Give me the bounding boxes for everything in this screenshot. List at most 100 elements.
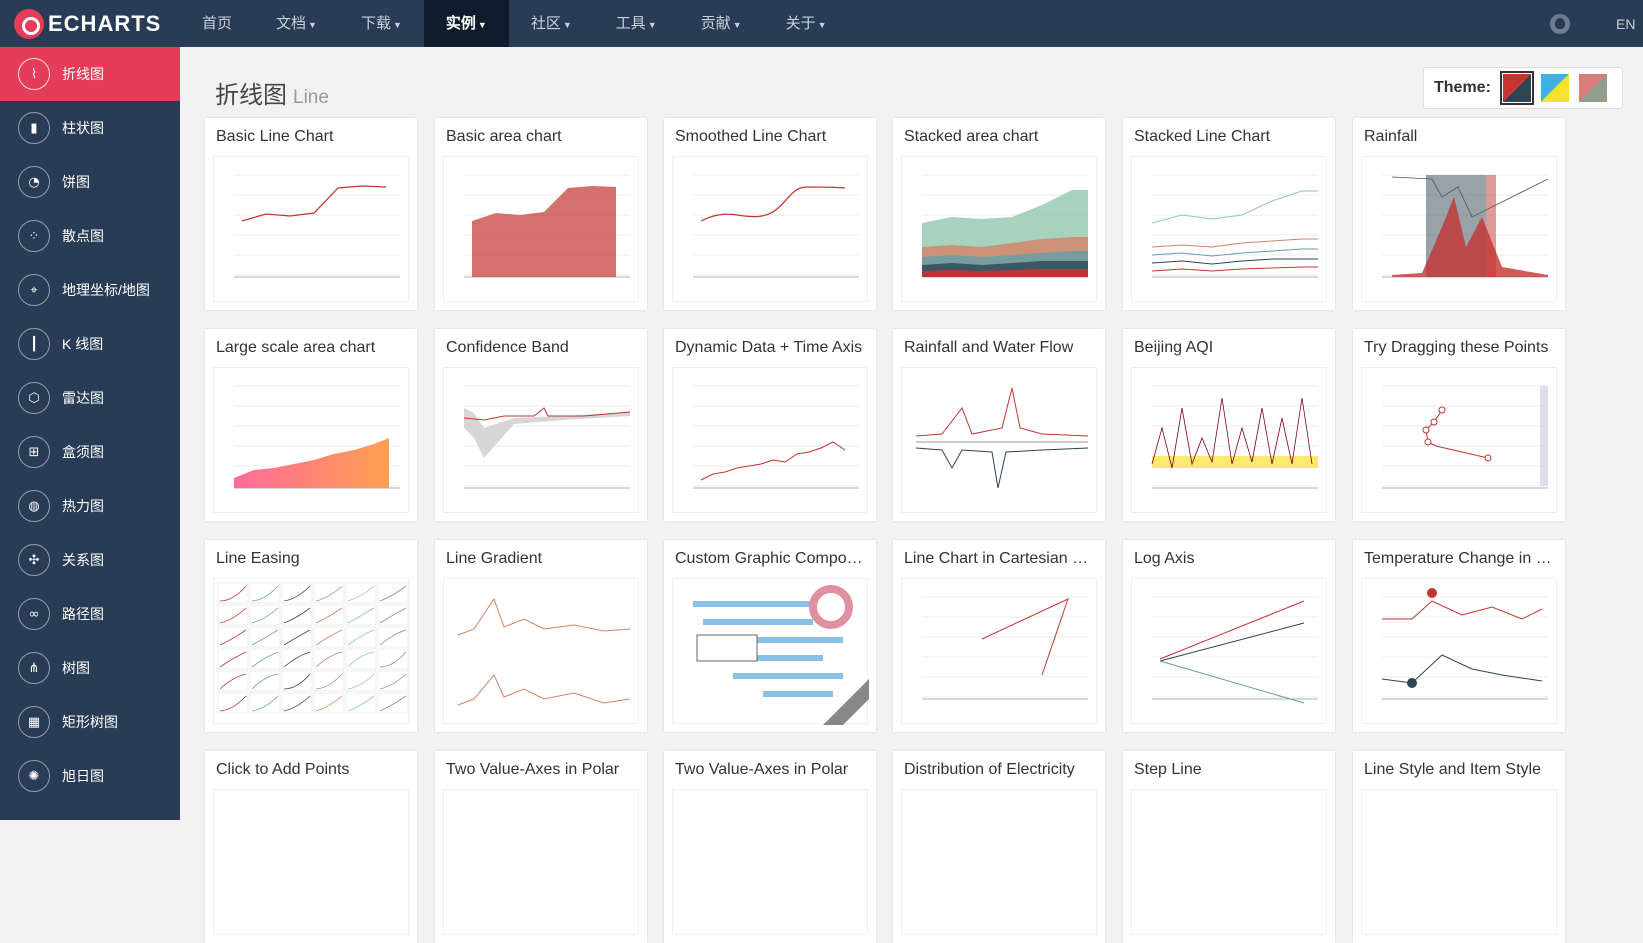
example-card-title[interactable]: Smoothed Line Chart	[675, 128, 827, 145]
example-thumbnail[interactable]	[1361, 789, 1557, 935]
example-card-title[interactable]: Line Gradient	[446, 550, 543, 567]
example-card[interactable]: Stacked area chart	[893, 118, 1105, 310]
example-card-title[interactable]: Try Dragging these Points	[1364, 339, 1549, 356]
sidebar-item-8[interactable]: ◍ 热力图	[0, 479, 180, 533]
nav-item-5[interactable]: 工具 ▼	[594, 0, 679, 47]
example-card[interactable]: Line Gradient	[435, 540, 647, 732]
sidebar-item-5[interactable]: ┃ K 线图	[0, 317, 180, 371]
nav-item-2[interactable]: 下载 ▼	[339, 0, 424, 47]
example-card[interactable]: Line Style and Item Style	[1353, 751, 1565, 943]
example-card-title[interactable]: Line Chart in Cartesian …	[904, 550, 1089, 567]
example-thumbnail[interactable]	[213, 156, 409, 302]
example-card-title[interactable]: Large scale area chart	[216, 339, 376, 356]
example-card-title[interactable]: Stacked Line Chart	[1134, 128, 1271, 145]
sidebar-item-13[interactable]: ✺ 旭日图	[0, 749, 180, 803]
example-card[interactable]: Two Value-Axes in Polar	[435, 751, 647, 943]
example-thumbnail[interactable]	[672, 156, 868, 302]
example-card[interactable]: Line Chart in Cartesian …	[893, 540, 1105, 732]
nav-item-4[interactable]: 社区 ▼	[509, 0, 594, 47]
theme-swatch-vintage[interactable]	[1578, 74, 1607, 102]
example-thumbnail[interactable]	[672, 367, 868, 513]
example-thumbnail[interactable]	[1361, 578, 1557, 724]
example-thumbnail[interactable]	[213, 367, 409, 513]
sidebar-item-3[interactable]: ⁘ 散点图	[0, 209, 180, 263]
example-card[interactable]: Large scale area chart	[205, 329, 417, 521]
language-switch[interactable]: EN	[1616, 15, 1636, 32]
nav-item-1[interactable]: 文档 ▼	[254, 0, 339, 47]
example-thumbnail[interactable]	[443, 578, 639, 724]
example-card[interactable]: Dynamic Data + Time Axis	[664, 329, 876, 521]
github-icon[interactable]	[1550, 13, 1570, 34]
nav-item-3[interactable]: 实例 ▼	[423, 0, 509, 47]
example-card-title[interactable]: Two Value-Axes in Polar	[446, 761, 620, 778]
example-card-title[interactable]: Stacked area chart	[904, 128, 1039, 145]
example-card-title[interactable]: Step Line	[1134, 761, 1202, 778]
example-thumbnail[interactable]	[901, 578, 1097, 724]
example-thumbnail[interactable]	[672, 578, 869, 725]
example-card[interactable]: Smoothed Line Chart	[664, 118, 876, 310]
nav-item-0[interactable]: 首页	[180, 0, 254, 47]
example-card[interactable]: Distribution of Electricity	[893, 751, 1105, 943]
example-card-title[interactable]: Log Axis	[1134, 550, 1195, 567]
example-card-title[interactable]: Line Style and Item Style	[1364, 761, 1541, 778]
example-card[interactable]: Basic area chart	[435, 118, 647, 310]
example-card[interactable]: Rainfall and Water Flow	[893, 329, 1105, 521]
example-thumbnail[interactable]	[672, 789, 868, 935]
example-thumbnail[interactable]	[1361, 156, 1557, 302]
sidebar-item-12[interactable]: ▦ 矩形树图	[0, 695, 180, 749]
example-card[interactable]: Click to Add Points	[205, 751, 417, 943]
example-thumbnail[interactable]	[901, 789, 1097, 935]
example-card[interactable]: Confidence Band	[435, 329, 647, 521]
example-card-title[interactable]: Distribution of Electricity	[904, 761, 1075, 778]
example-card[interactable]: Log Axis	[1123, 540, 1335, 732]
example-card[interactable]: Line Easing	[205, 540, 417, 732]
sidebar-item-1[interactable]: ▮ 柱状图	[0, 101, 180, 155]
sidebar-item-9[interactable]: ✣ 关系图	[0, 533, 180, 587]
example-thumbnail[interactable]	[213, 578, 409, 724]
theme-swatch-light[interactable]	[1540, 74, 1569, 102]
example-thumbnail[interactable]	[443, 789, 639, 935]
example-thumbnail[interactable]	[901, 367, 1097, 513]
example-card[interactable]: Basic Line Chart	[205, 118, 417, 310]
example-card[interactable]: Custom Graphic Compo…	[664, 540, 876, 732]
example-card-title[interactable]: Rainfall and Water Flow	[904, 339, 1074, 356]
sidebar-item-10[interactable]: ∞ 路径图	[0, 587, 180, 641]
echarts-logo[interactable]: ECHARTS	[0, 0, 180, 47]
example-card[interactable]: Step Line	[1123, 751, 1335, 943]
sidebar-item-0[interactable]: ⌇ 折线图	[0, 47, 180, 101]
example-card-title[interactable]: Dynamic Data + Time Axis	[675, 339, 863, 356]
nav-item-7[interactable]: 关于 ▼	[764, 0, 849, 47]
example-card-title[interactable]: Two Value-Axes in Polar	[675, 761, 849, 778]
example-card-title[interactable]: Line Easing	[216, 550, 300, 567]
example-card-title[interactable]: Basic area chart	[446, 128, 562, 145]
theme-swatch-default[interactable]	[1499, 71, 1534, 105]
example-thumbnail[interactable]	[443, 156, 639, 302]
nav-item-6[interactable]: 贡献 ▼	[679, 0, 764, 47]
example-card-title[interactable]: Basic Line Chart	[216, 128, 334, 145]
example-card[interactable]: Stacked Line Chart	[1123, 118, 1335, 310]
sidebar-item-6[interactable]: ⬡ 雷达图	[0, 371, 180, 425]
example-card-title[interactable]: Click to Add Points	[216, 761, 350, 778]
example-card[interactable]: Temperature Change in …	[1353, 540, 1565, 732]
example-thumbnail[interactable]	[443, 367, 639, 513]
example-thumbnail[interactable]	[1131, 367, 1327, 513]
example-card[interactable]: Two Value-Axes in Polar	[664, 751, 876, 943]
example-thumbnail[interactable]	[213, 789, 409, 935]
example-card[interactable]: Try Dragging these Points	[1353, 329, 1565, 521]
example-thumbnail[interactable]	[1131, 578, 1327, 724]
example-thumbnail[interactable]	[901, 156, 1097, 302]
example-thumbnail[interactable]	[1131, 156, 1327, 302]
example-thumbnail[interactable]	[1361, 367, 1557, 513]
example-card-title[interactable]: Custom Graphic Compo…	[675, 550, 863, 567]
sidebar-item-4[interactable]: ⌖ 地理坐标/地图	[0, 263, 180, 317]
example-card-title[interactable]: Beijing AQI	[1134, 339, 1214, 356]
example-card[interactable]: Beijing AQI	[1123, 329, 1335, 521]
sidebar-item-2[interactable]: ◔ 饼图	[0, 155, 180, 209]
example-card-title[interactable]: Temperature Change in …	[1364, 550, 1552, 567]
sidebar-item-7[interactable]: ⊞ 盒须图	[0, 425, 180, 479]
example-thumbnail[interactable]	[1131, 789, 1327, 935]
example-card-title[interactable]: Confidence Band	[446, 339, 569, 356]
example-card[interactable]: Rainfall	[1353, 118, 1565, 310]
example-card-title[interactable]: Rainfall	[1364, 128, 1418, 145]
sidebar-item-11[interactable]: ⋔ 树图	[0, 641, 180, 695]
